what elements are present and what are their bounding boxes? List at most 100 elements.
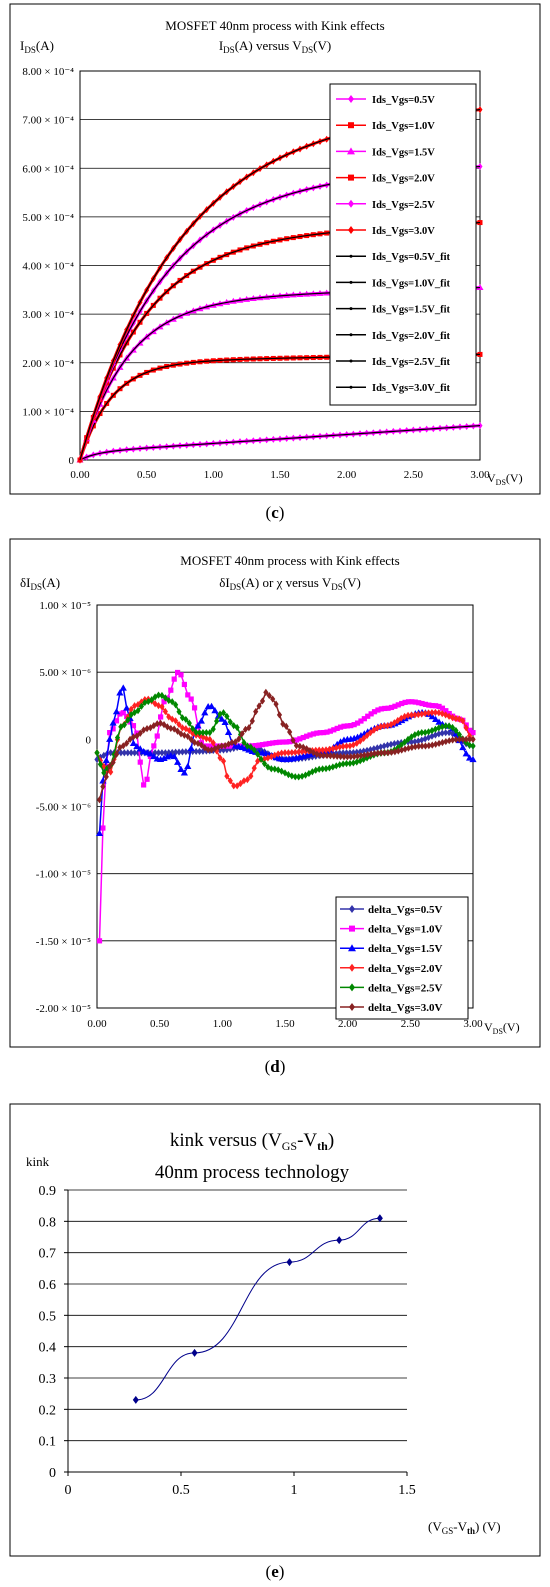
data-point-delta_Vgs=0.5V <box>159 749 165 757</box>
x-tick-label: 0.00 <box>70 469 90 481</box>
data-point-delta_Vgs=3.0V <box>137 729 143 737</box>
data-point-delta_Vgs=3.0V <box>283 722 289 730</box>
data-point-delta_Vgs=1.0V <box>276 739 283 745</box>
chart-c-svg: 0 1.00 × 10⁻⁴ 2.00 × 10⁻⁴ 3.00 × 10⁻⁴ 4.00 ×… <box>9 3 541 495</box>
data-point-Ids_Vgs=1.5V <box>476 284 484 291</box>
legend-label: Ids_Vgs=2.5V <box>372 200 435 211</box>
data-point-delta_Vgs=1.0V <box>388 704 395 711</box>
data-point-delta_Vgs=1.0V <box>208 743 215 749</box>
data-point-delta_Vgs=2.5V <box>149 696 155 704</box>
data-point-delta_Vgs=2.5V <box>162 694 168 702</box>
data-point-delta_Vgs=1.5V <box>177 765 185 772</box>
chart-d-svg: 1.00 × 10⁻⁵ 5.00 × 10⁻⁶ 0 -5.00 × 10⁻⁶ -1.00… <box>9 538 541 1048</box>
data-point-delta_Vgs=1.0V <box>253 742 259 749</box>
data-point-delta_Vgs=1.0V <box>422 701 429 707</box>
data-point-delta_Vgs=1.0V <box>171 676 177 682</box>
y-tick-label: 5.00 × 10⁻⁶ <box>39 667 91 679</box>
data-point-delta_Vgs=1.0V <box>409 699 415 705</box>
x-tick-label: 2.50 <box>401 1018 421 1030</box>
data-point-delta_Vgs=1.0V <box>283 739 289 745</box>
data-point-delta_Vgs=2.0V <box>296 748 302 756</box>
data-point-delta_Vgs=3.0V <box>422 742 429 750</box>
data-point-delta_Vgs=2.0V <box>446 712 452 720</box>
data-point-delta_Vgs=2.0V <box>237 779 244 788</box>
data-point-delta_Vgs=1.0V <box>151 743 157 749</box>
data-point-delta_Vgs=1.0V <box>348 723 354 729</box>
data-point-delta_Vgs=1.0V <box>351 722 357 728</box>
data-point-delta_Vgs=2.5V <box>104 764 110 772</box>
data-point-delta_Vgs=1.0V <box>382 705 388 712</box>
data-point-delta_Vgs=2.5V <box>244 742 250 750</box>
chart-panel-c: 0 1.00 × 10⁻⁴ 2.00 × 10⁻⁴ 3.00 × 10⁻⁴ 4.00 ×… <box>0 0 550 530</box>
data-point-delta_Vgs=2.0V <box>224 772 230 780</box>
data-point-delta_Vgs=2.5V <box>453 726 459 735</box>
x-tick-label: 0.50 <box>137 469 157 481</box>
x-tick-label: 1.00 <box>204 469 224 481</box>
data-point-delta_Vgs=2.0V <box>285 749 292 757</box>
y-tick-label: -5.00 × 10⁻⁶ <box>36 802 91 814</box>
data-point-delta_Vgs=2.5V <box>94 749 100 757</box>
data-point-delta_Vgs=1.5V <box>170 752 178 760</box>
y-tick-label: 0 <box>86 734 92 746</box>
data-point-delta_Vgs=2.0V <box>313 746 319 754</box>
data-point-delta_Vgs=2.0V <box>429 708 435 717</box>
data-point-delta_Vgs=3.0V <box>409 743 415 751</box>
data-point-delta_Vgs=2.5V <box>135 707 141 715</box>
data-point-delta_Vgs=1.0V <box>287 739 293 745</box>
data-point-delta_Vgs=1.5V <box>136 745 144 752</box>
data-point-delta_Vgs=3.0V <box>297 742 303 750</box>
legend-label: Ids_Vgs=0.5V <box>372 95 435 106</box>
data-point-delta_Vgs=0.5V <box>333 749 339 757</box>
data-point-delta_Vgs=2.5V <box>289 772 295 780</box>
chart-c-title: MOSFET 40nm process with Kink effects <box>165 18 384 33</box>
data-point-delta_Vgs=1.0V <box>365 713 371 719</box>
data-point-delta_Vgs=1.5V <box>469 755 477 763</box>
data-point-delta_Vgs=1.5V <box>201 709 209 716</box>
y-tick-label: -1.00 × 10⁻⁵ <box>36 869 91 881</box>
legend-label: Ids_Vgs=2.0V_fit <box>372 331 451 342</box>
data-point-delta_Vgs=2.5V <box>224 712 230 720</box>
data-point-delta_Vgs=3.0V <box>334 752 340 760</box>
legend-marker <box>348 226 354 234</box>
data-point-delta_Vgs=3.0V <box>371 749 378 758</box>
legend-marker <box>349 280 353 284</box>
legend-label: Ids_Vgs=0.5V_fit <box>372 252 451 263</box>
data-point-delta_Vgs=3.0V <box>256 702 262 710</box>
y-tick-label: 2.00 × 10⁻⁴ <box>22 358 74 370</box>
data-point-delta_Vgs=2.5V <box>138 702 145 710</box>
data-point-delta_Vgs=2.0V <box>227 777 233 785</box>
data-point-delta_Vgs=1.5V <box>218 715 226 722</box>
data-point-delta_Vgs=3.0V <box>378 749 384 757</box>
data-point <box>191 1348 198 1357</box>
data-point-delta_Vgs=2.5V <box>470 742 476 750</box>
data-point-delta_Vgs=0.5V <box>152 749 158 757</box>
data-point-delta_Vgs=2.5V <box>173 701 179 709</box>
data-point-delta_Vgs=1.0V <box>470 730 476 736</box>
data-point-delta_Vgs=2.5V <box>248 743 254 751</box>
data-point-delta_Vgs=2.0V <box>108 768 114 776</box>
data-point <box>376 1214 383 1223</box>
data-point-delta_Vgs=2.0V <box>408 711 415 719</box>
data-point-delta_Vgs=3.0V <box>361 751 367 759</box>
data-point-delta_Vgs=2.0V <box>443 711 449 719</box>
data-point-delta_Vgs=1.0V <box>270 740 276 746</box>
data-point-delta_Vgs=1.0V <box>433 703 439 709</box>
legend-label: Ids_Vgs=3.0V <box>372 226 435 237</box>
chart-d-subtitle: δIDS(A) or χ versus VDS(V) <box>219 575 361 592</box>
data-point-delta_Vgs=0.5V <box>395 739 401 747</box>
data-point-delta_Vgs=3.0V <box>266 691 272 700</box>
data-point-delta_Vgs=2.5V <box>210 725 216 733</box>
data-point-delta_Vgs=2.0V <box>347 742 353 750</box>
data-point-delta_Vgs=2.0V <box>101 762 107 770</box>
data-point-delta_Vgs=2.0V <box>217 754 223 762</box>
legend-label: delta_Vgs=1.0V <box>368 924 442 936</box>
legend-marker <box>349 359 353 363</box>
data-point-delta_Vgs=1.5V <box>146 750 155 757</box>
chart-e-frame <box>9 1103 541 1557</box>
data-point-delta_Vgs=3.0V <box>395 747 401 755</box>
data-point-delta_Vgs=1.0V <box>181 681 187 688</box>
data-point-delta_Vgs=1.0V <box>256 742 262 748</box>
legend-marker <box>348 174 354 181</box>
legend-marker <box>349 385 353 389</box>
data-point-delta_Vgs=2.5V <box>121 721 127 729</box>
